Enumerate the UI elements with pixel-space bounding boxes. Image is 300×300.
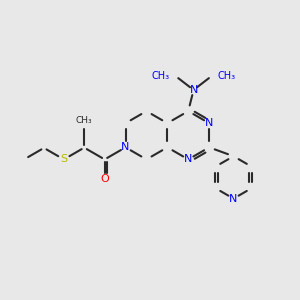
Text: N: N	[122, 142, 130, 152]
Text: N: N	[189, 85, 198, 95]
Text: S: S	[60, 154, 68, 164]
Text: CH₃: CH₃	[152, 71, 170, 81]
Text: N: N	[229, 194, 238, 204]
Text: N: N	[205, 118, 213, 128]
Text: CH₃: CH₃	[217, 71, 235, 81]
Text: CH₃: CH₃	[76, 116, 93, 125]
Text: N: N	[184, 154, 193, 164]
Text: O: O	[100, 174, 109, 184]
